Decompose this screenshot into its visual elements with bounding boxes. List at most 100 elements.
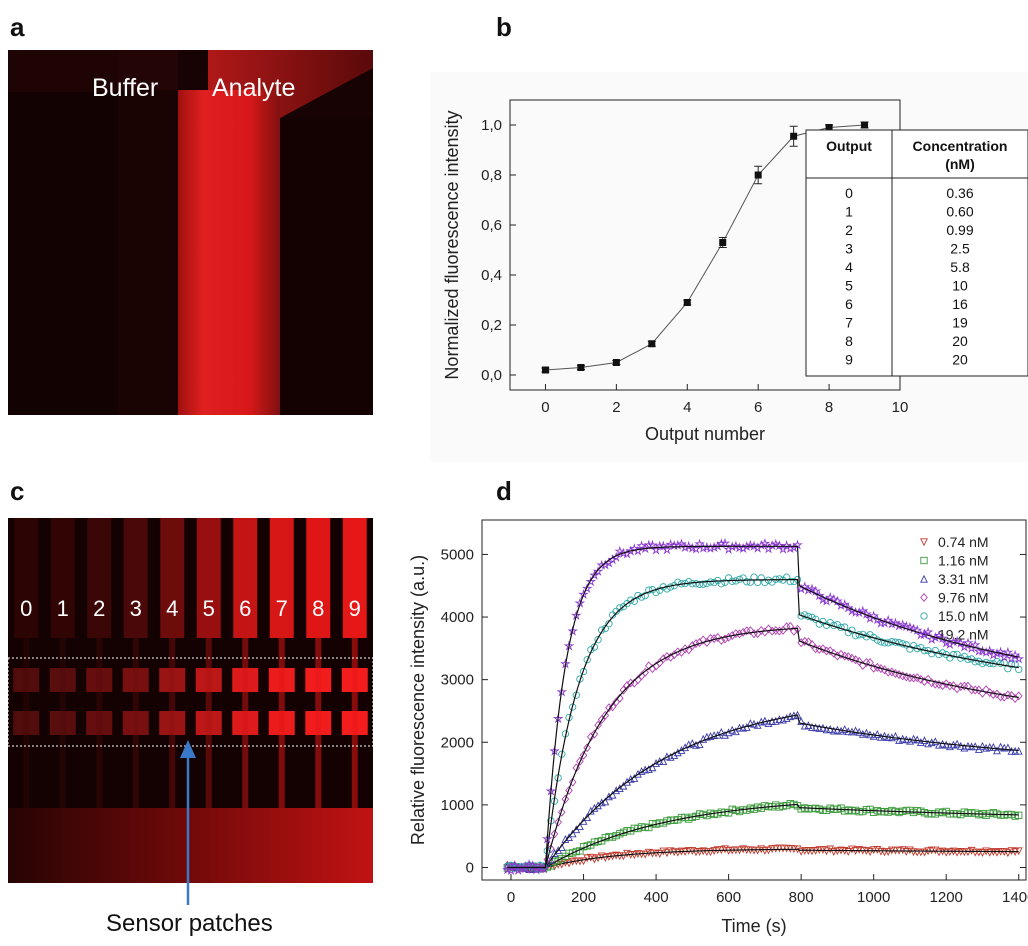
sensor-patches-caption: Sensor patches [106,910,273,937]
data-point [641,667,649,677]
data-point [710,578,718,587]
data-point [771,844,780,853]
data-point [786,577,794,586]
fit-line [507,579,1019,869]
data-point [616,604,624,612]
data-point [583,854,592,863]
data-point [663,585,671,593]
x-tick-label: 0 [507,889,515,906]
data-point [746,578,755,586]
data-point [663,849,671,858]
data-point [978,741,987,750]
data-point [902,848,911,856]
panel-label-c: c [10,476,25,506]
fit-line [507,803,1019,869]
data-point [614,545,626,556]
x-tick-label: 1200 [930,889,963,906]
data-point [920,736,929,745]
data-point [650,544,662,555]
data-point [561,794,570,804]
data-point [985,687,994,697]
data-point [913,735,922,744]
sensor-patch [195,668,222,692]
channel-number-4: 4 [166,596,179,621]
data-point [971,658,979,666]
channel-bar [160,518,185,638]
y-axis-label: Normalized fluorescence intensity [442,110,462,379]
data-point [931,846,940,855]
table-cell-output: 3 [845,241,853,257]
data-point [869,731,878,740]
data-point [837,649,845,659]
data-point [956,741,965,750]
data-point [811,723,820,732]
data-point [935,848,943,857]
data-point [782,573,791,581]
channel-number-6: 6 [239,596,252,621]
data-point [895,639,903,647]
data-point [982,685,990,695]
data-point [579,857,588,866]
y-tick-label: 2000 [441,734,474,751]
concentration-table [805,129,1028,377]
data-point [692,848,700,857]
data-point [699,580,707,588]
data-point [1007,690,1016,700]
data-point [996,742,1005,751]
table-cell-concentration: 16 [952,296,968,312]
data-point [577,364,585,371]
data-point [619,852,628,861]
channel-line [278,638,285,808]
table-cell-output: 9 [845,352,853,368]
series-1-16-nM [503,800,1023,873]
table-header-unit: (nM) [945,156,975,172]
channel-bar [123,518,148,638]
data-point [655,850,664,858]
table-cell-output: 6 [845,296,853,312]
data-point [920,574,928,583]
channel-bar [233,518,258,638]
data-point [579,667,588,676]
data-point [583,813,592,822]
x-tick-label: 600 [716,889,741,906]
data-point [737,542,749,554]
data-point [699,734,708,743]
data-point [862,728,871,737]
data-point [835,600,847,611]
micrograph-c-image [7,518,374,883]
y-tick-label: 5000 [441,546,474,563]
sensor-patch [49,711,76,735]
data-point [753,846,762,855]
channel-line [23,638,30,808]
data-point [612,786,621,795]
table-cell-output: 4 [845,259,853,275]
data-point [797,847,806,856]
data-point [828,593,840,604]
data-point [759,537,771,549]
data-point [761,578,769,587]
data-point [757,625,766,635]
x-tick-label: 200 [571,889,596,906]
data-point [782,622,791,632]
data-point [808,613,816,622]
data-point [641,591,649,600]
data-point [969,639,981,650]
channel-number-9: 9 [348,596,361,621]
x-tick-label: 0 [541,399,549,416]
table-cell-output: 0 [845,185,853,201]
data-point [880,639,889,647]
data-point [920,612,928,620]
data-point [931,737,940,746]
data-point [554,817,562,827]
data-point [575,857,584,866]
table-cell-concentration: 19 [952,315,968,331]
data-point [1014,746,1023,755]
channel-line [59,638,66,808]
data-point [739,574,747,582]
data-point [607,553,618,565]
data-point [583,656,591,664]
x-tick-label: 800 [789,889,814,906]
data-point [855,656,863,666]
y-tick-label: 0,2 [481,317,502,334]
